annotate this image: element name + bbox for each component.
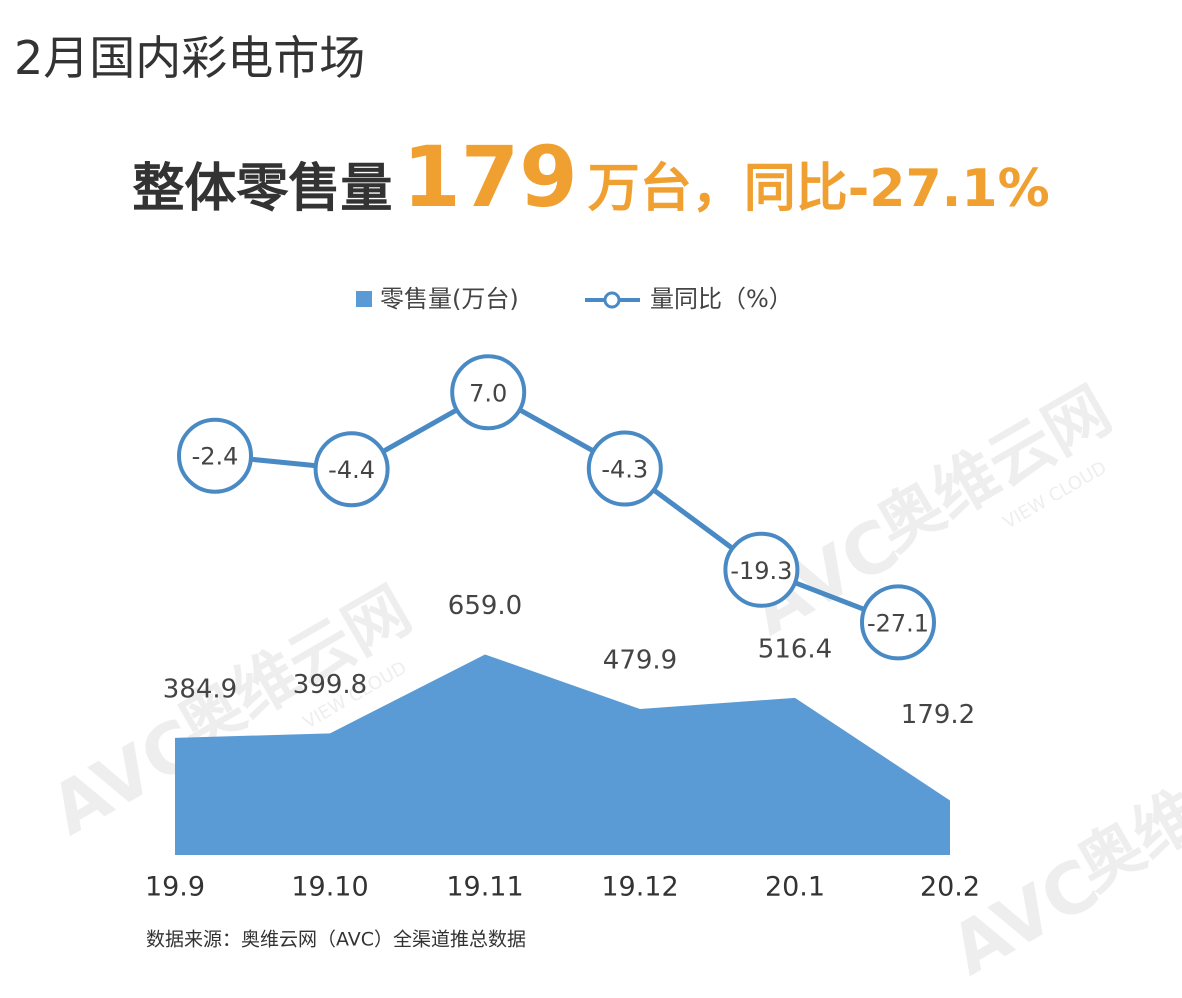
x-tick-label: 20.1 (765, 872, 825, 903)
line-marker (450, 354, 527, 431)
line-marker (860, 584, 936, 661)
x-tick-label: 20.2 (920, 872, 980, 903)
x-tick-label: 19.11 (446, 872, 523, 903)
x-tick-label: 19.9 (145, 872, 205, 903)
headline-label: 整体零售量 (132, 159, 393, 219)
data-label: -19.3 (730, 557, 792, 585)
area (175, 654, 950, 855)
data-label: -4.4 (328, 456, 375, 484)
data-label: 659.0 (448, 591, 522, 621)
legend-label: 零售量(万台) (380, 285, 519, 313)
line-marker (313, 431, 390, 508)
data-label: -27.1 (867, 609, 929, 637)
line-marker (177, 417, 253, 494)
line-marker (723, 531, 800, 608)
legend-swatch (356, 291, 372, 307)
data-label: 384.9 (163, 674, 237, 704)
title: 2月国内彩电市场 (14, 31, 366, 85)
data-label: 7.0 (469, 379, 507, 407)
headline-unit: 万台，同比-27.1% (587, 159, 1050, 219)
legend-marker (603, 291, 621, 309)
x-tick-label: 19.10 (291, 872, 368, 903)
data-label: 399.8 (293, 670, 367, 700)
data-label: -2.4 (192, 443, 239, 471)
line-marker (586, 430, 663, 507)
headline-number: 179 (402, 128, 578, 226)
headline: 整体零售量 179 万台，同比-27.1% (0, 128, 1182, 226)
source-note: 数据来源：奥维云网（AVC）全渠道推总数据 (146, 929, 526, 951)
data-label: 179.2 (901, 700, 975, 730)
data-label: -4.3 (601, 456, 648, 484)
data-label: 479.9 (603, 645, 677, 675)
data-label: 516.4 (758, 634, 832, 664)
legend-label: 量同比（%） (650, 285, 793, 313)
x-tick-label: 19.12 (601, 872, 678, 903)
